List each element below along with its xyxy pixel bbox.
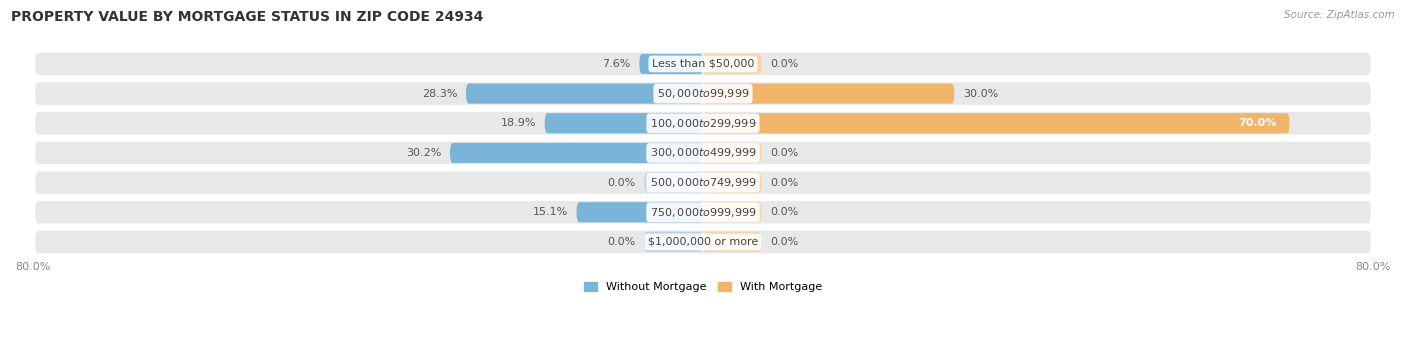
Text: 70.0%: 70.0%	[1239, 118, 1277, 128]
FancyBboxPatch shape	[576, 202, 703, 222]
Text: PROPERTY VALUE BY MORTGAGE STATUS IN ZIP CODE 24934: PROPERTY VALUE BY MORTGAGE STATUS IN ZIP…	[11, 10, 484, 24]
FancyBboxPatch shape	[644, 232, 703, 252]
Text: 28.3%: 28.3%	[422, 89, 457, 99]
Text: $1,000,000 or more: $1,000,000 or more	[648, 237, 758, 247]
FancyBboxPatch shape	[703, 54, 762, 74]
FancyBboxPatch shape	[35, 142, 1371, 164]
Text: Less than $50,000: Less than $50,000	[652, 59, 754, 69]
FancyBboxPatch shape	[544, 113, 703, 133]
FancyBboxPatch shape	[35, 171, 1371, 194]
FancyBboxPatch shape	[703, 84, 955, 104]
FancyBboxPatch shape	[640, 54, 703, 74]
Text: $300,000 to $499,999: $300,000 to $499,999	[650, 146, 756, 160]
FancyBboxPatch shape	[703, 232, 762, 252]
FancyBboxPatch shape	[35, 112, 1371, 135]
FancyBboxPatch shape	[35, 231, 1371, 253]
Text: Source: ZipAtlas.com: Source: ZipAtlas.com	[1284, 10, 1395, 20]
Text: $100,000 to $299,999: $100,000 to $299,999	[650, 117, 756, 130]
Text: 0.0%: 0.0%	[770, 59, 799, 69]
Text: 0.0%: 0.0%	[770, 237, 799, 247]
Text: 0.0%: 0.0%	[770, 207, 799, 217]
Text: 7.6%: 7.6%	[603, 59, 631, 69]
Text: $750,000 to $999,999: $750,000 to $999,999	[650, 206, 756, 219]
FancyBboxPatch shape	[35, 82, 1371, 105]
FancyBboxPatch shape	[35, 53, 1371, 75]
Text: 0.0%: 0.0%	[770, 178, 799, 188]
FancyBboxPatch shape	[703, 113, 1289, 133]
FancyBboxPatch shape	[35, 201, 1371, 223]
Text: $500,000 to $749,999: $500,000 to $749,999	[650, 176, 756, 189]
Text: 30.2%: 30.2%	[406, 148, 441, 158]
FancyBboxPatch shape	[703, 143, 762, 163]
Text: 0.0%: 0.0%	[607, 237, 636, 247]
Text: 0.0%: 0.0%	[607, 178, 636, 188]
Text: $50,000 to $99,999: $50,000 to $99,999	[657, 87, 749, 100]
Legend: Without Mortgage, With Mortgage: Without Mortgage, With Mortgage	[579, 278, 827, 297]
FancyBboxPatch shape	[644, 173, 703, 193]
Text: 18.9%: 18.9%	[501, 118, 536, 128]
Text: 15.1%: 15.1%	[533, 207, 568, 217]
Text: 0.0%: 0.0%	[770, 148, 799, 158]
FancyBboxPatch shape	[703, 173, 762, 193]
FancyBboxPatch shape	[465, 84, 703, 104]
FancyBboxPatch shape	[450, 143, 703, 163]
Text: 30.0%: 30.0%	[963, 89, 998, 99]
FancyBboxPatch shape	[703, 202, 762, 222]
